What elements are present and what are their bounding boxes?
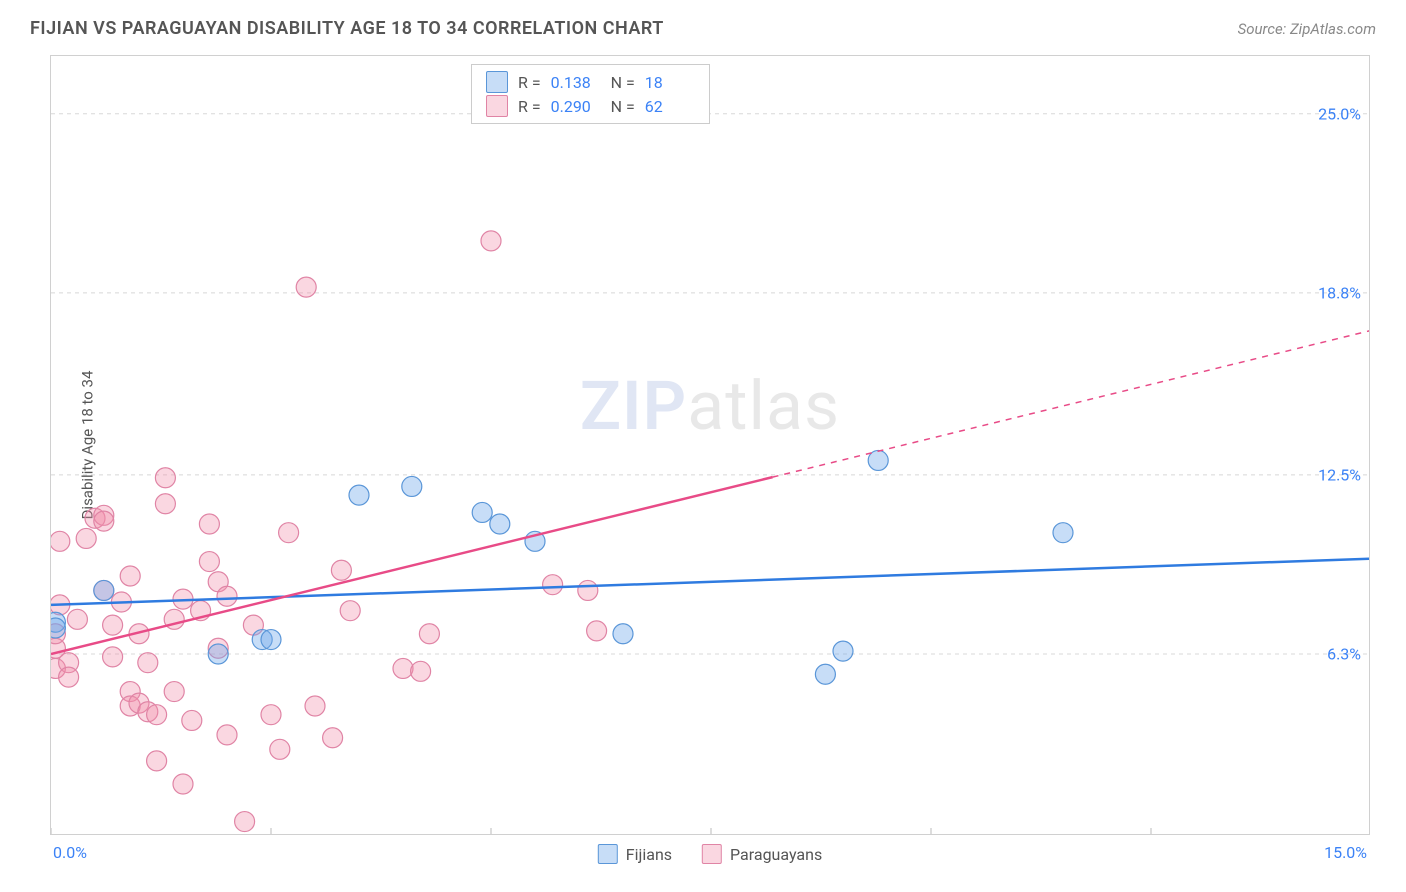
swatch-icon <box>486 95 508 117</box>
series-label: Fijians <box>626 845 672 864</box>
x-max-label: 15.0% <box>1324 843 1367 862</box>
r-value: 0.290 <box>551 97 601 116</box>
n-value: 18 <box>645 73 695 92</box>
y-tick-label: 6.3% <box>1327 645 1361 664</box>
source-text: Source: ZipAtlas.com <box>1238 20 1376 38</box>
chart-area: Disability Age 18 to 34 ZIPatlas R =0.13… <box>50 55 1370 835</box>
series-legend-item: Paraguayans <box>702 844 822 864</box>
series-label: Paraguayans <box>730 845 822 864</box>
stats-legend-row: R = 0.290 N = 62 <box>486 95 695 117</box>
n-label: N = <box>611 73 635 92</box>
y-tick-label: 18.8% <box>1318 283 1361 302</box>
r-value: 0.138 <box>551 73 601 92</box>
y-tick-label: 25.0% <box>1318 104 1361 123</box>
stats-legend: R = 0.138 N = 18 R = 0.290 N = 62 <box>471 64 710 124</box>
n-value: 62 <box>645 97 695 116</box>
series-legend-item: Fijians <box>598 844 672 864</box>
y-tick-label: 12.5% <box>1318 465 1361 484</box>
swatch-icon <box>486 71 508 93</box>
stats-legend-row: R = 0.138 N = 18 <box>486 71 695 93</box>
scatter-svg <box>51 56 1369 834</box>
x-min-label: 0.0% <box>53 843 87 862</box>
chart-title: FIJIAN VS PARAGUAYAN DISABILITY AGE 18 T… <box>30 18 664 39</box>
r-label: R = <box>518 73 541 92</box>
swatch-icon <box>598 844 618 864</box>
series-legend: Fijians Paraguayans <box>598 844 822 864</box>
r-label: R = <box>518 97 541 116</box>
swatch-icon <box>702 844 722 864</box>
n-label: N = <box>611 97 635 116</box>
